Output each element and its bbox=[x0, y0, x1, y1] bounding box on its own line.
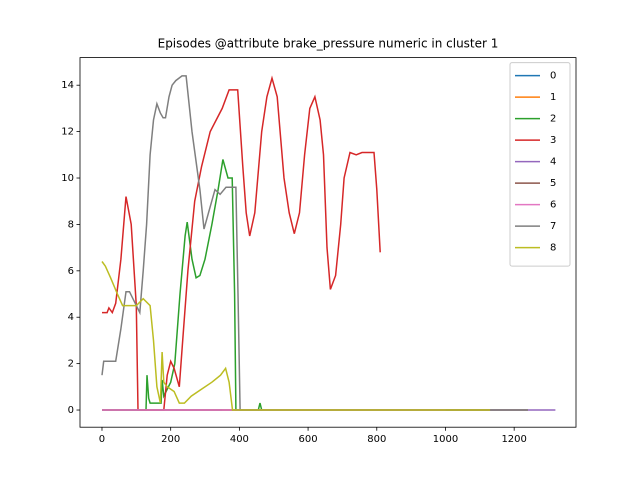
y-tick-label: 6 bbox=[68, 266, 74, 277]
legend-label: 8 bbox=[550, 243, 556, 254]
y-tick-label: 0 bbox=[68, 405, 74, 416]
x-tick-label: 200 bbox=[161, 434, 180, 445]
x-tick-label: 0 bbox=[99, 434, 105, 445]
legend-label: 6 bbox=[550, 200, 556, 211]
y-tick-label: 4 bbox=[68, 312, 74, 323]
legend-label: 4 bbox=[550, 157, 556, 168]
chart-title: Episodes @attribute brake_pressure numer… bbox=[158, 37, 499, 51]
x-tick-label: 400 bbox=[230, 434, 249, 445]
legend-label: 0 bbox=[550, 71, 556, 82]
data-line bbox=[102, 75, 381, 411]
x-tick-label: 600 bbox=[299, 434, 318, 445]
y-tick-label: 2 bbox=[68, 359, 74, 370]
legend-box bbox=[509, 62, 571, 267]
data-line bbox=[101, 261, 491, 411]
data-line bbox=[101, 75, 528, 411]
y-tick-label: 8 bbox=[68, 219, 74, 230]
legend-label: 3 bbox=[550, 135, 556, 146]
axes-frame bbox=[79, 57, 577, 428]
x-tick-label: 1000 bbox=[433, 434, 458, 445]
legend-label: 5 bbox=[550, 178, 556, 189]
data-line bbox=[102, 159, 264, 411]
x-tick-label: 1200 bbox=[501, 434, 526, 445]
y-tick-label: 12 bbox=[61, 127, 74, 138]
x-tick-label: 800 bbox=[367, 434, 386, 445]
legend-label: 7 bbox=[550, 221, 556, 232]
y-tick-label: 10 bbox=[61, 173, 74, 184]
legend-label: 1 bbox=[550, 92, 556, 103]
legend-label: 2 bbox=[550, 114, 556, 125]
y-tick-label: 14 bbox=[61, 80, 74, 91]
